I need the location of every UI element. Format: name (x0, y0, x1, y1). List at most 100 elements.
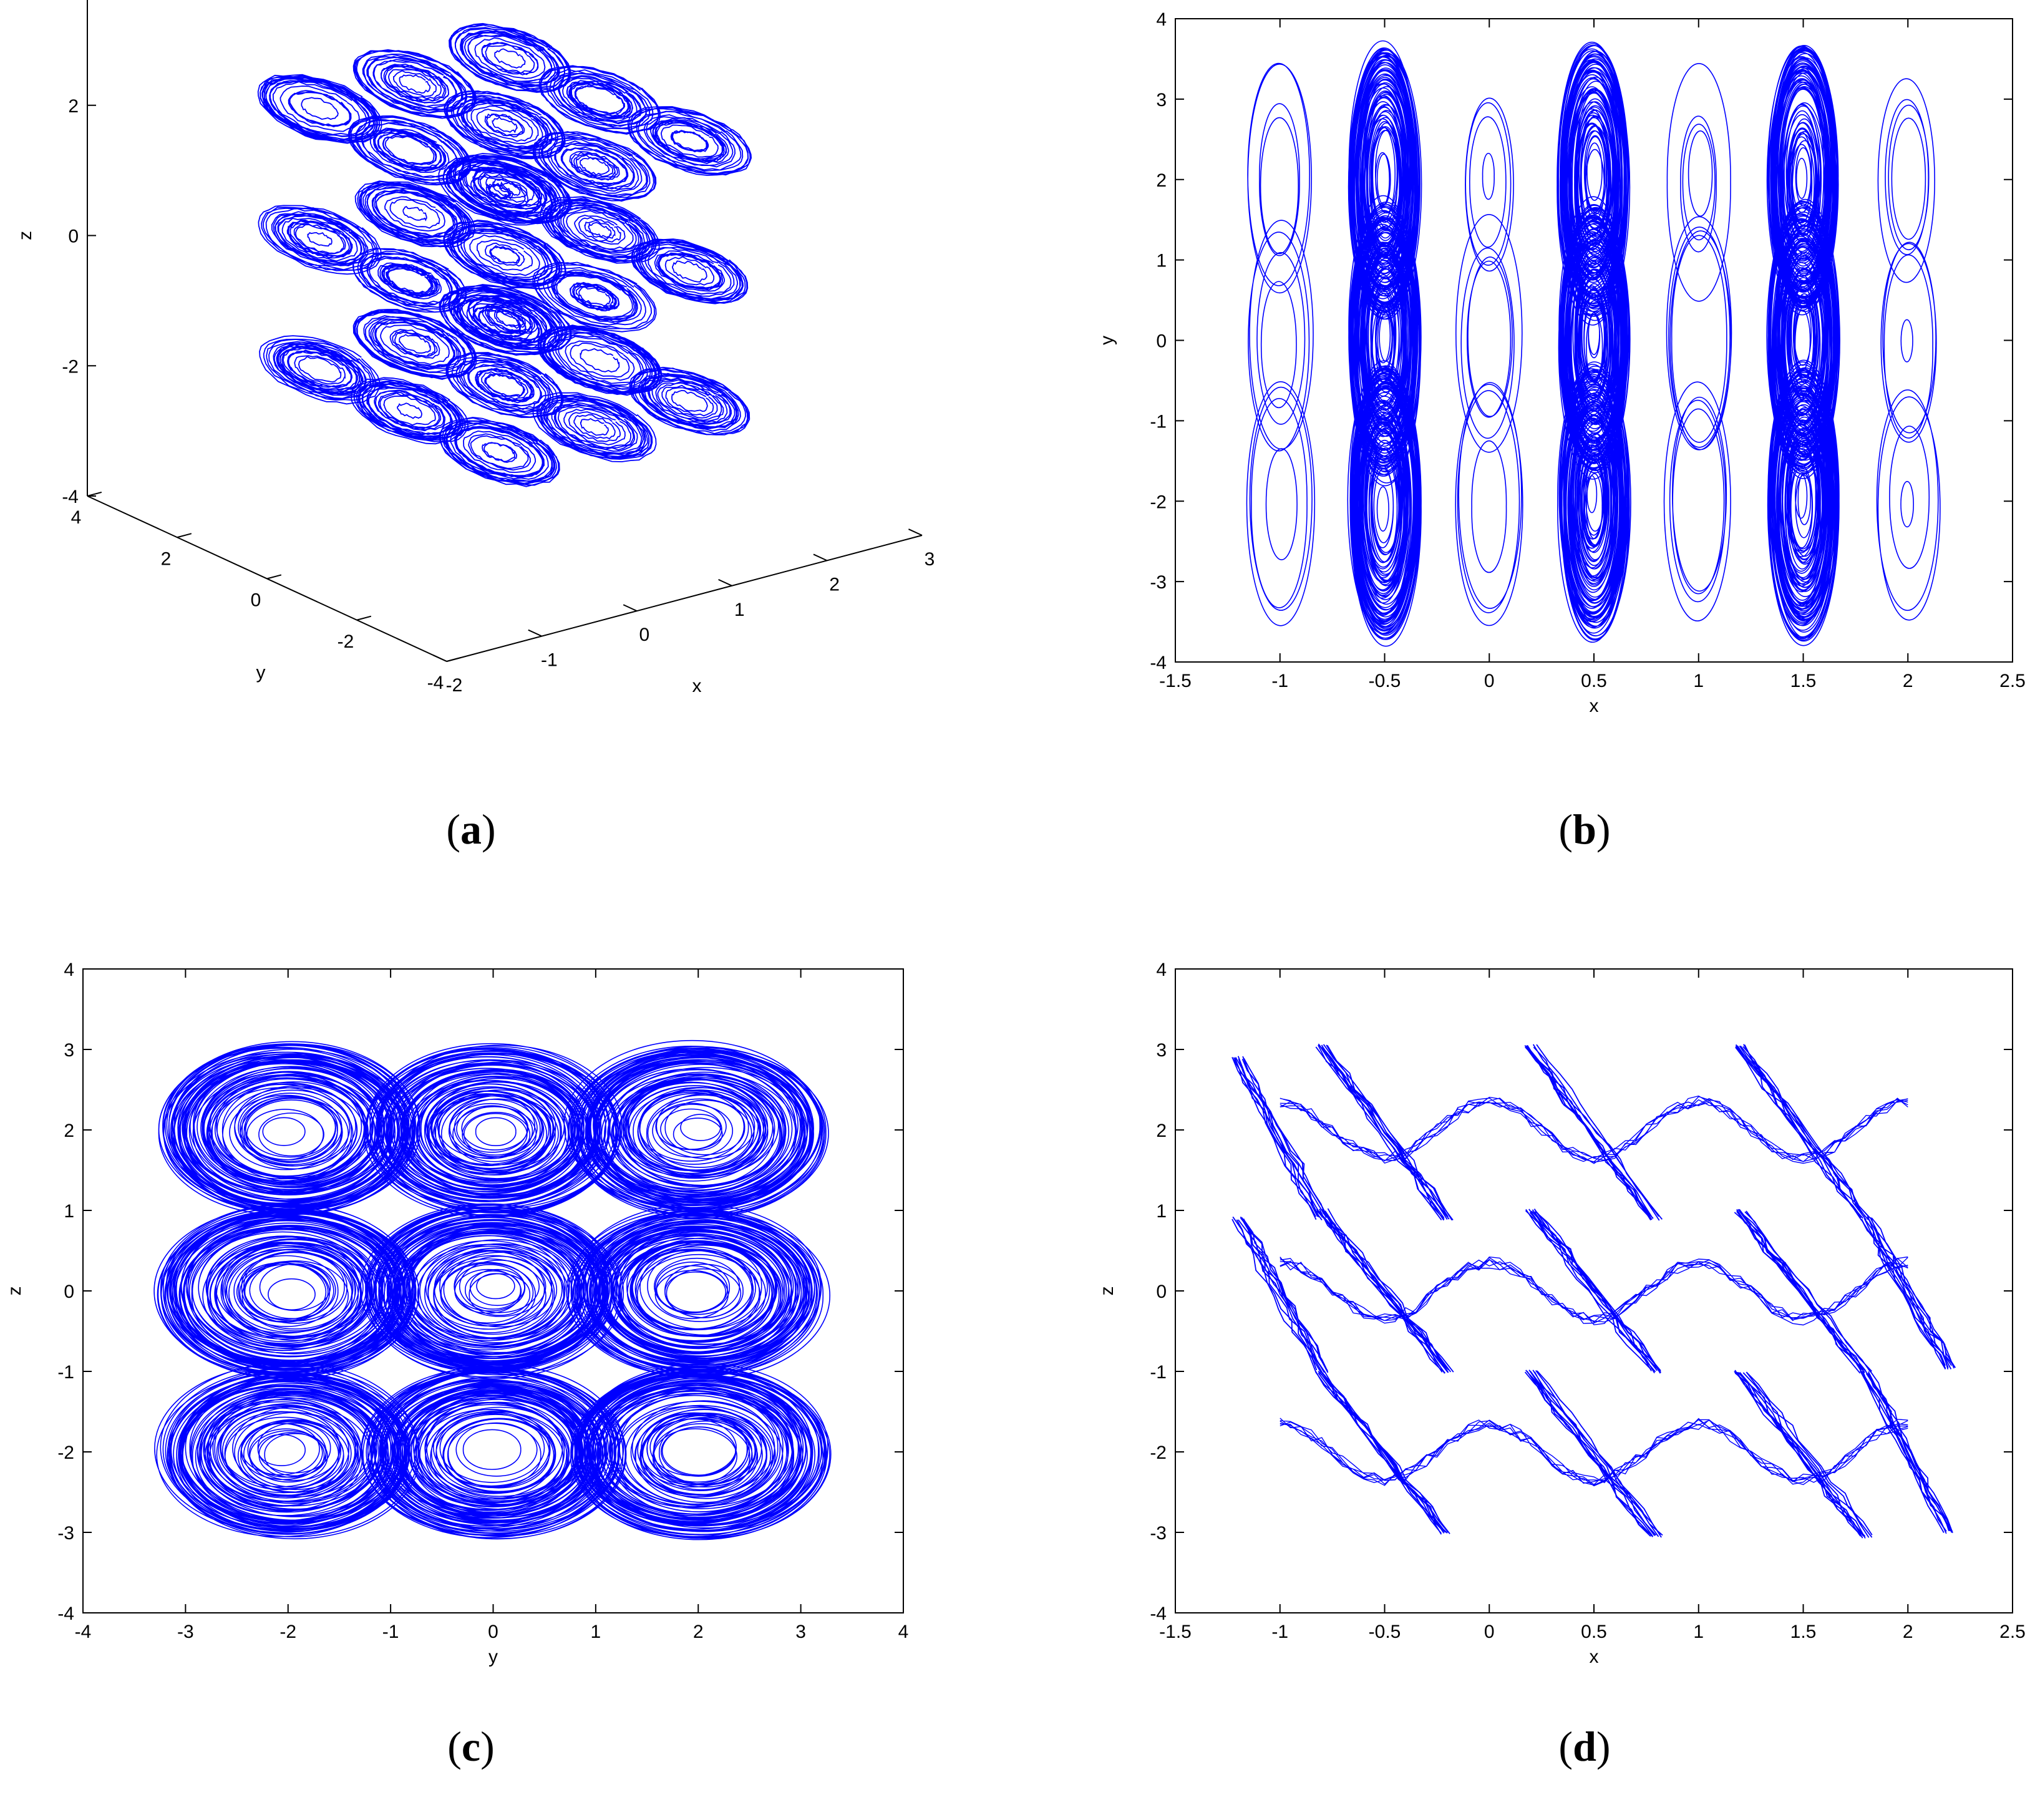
x-tick-label: -3 (177, 1622, 194, 1642)
y-tick-label: -3 (1150, 572, 1167, 593)
y-tick-label: 1 (64, 1201, 74, 1222)
scroll-attractor (627, 106, 752, 176)
x-tick-label: 1.5 (1790, 671, 1817, 691)
y-tick-label: 1 (1156, 251, 1167, 271)
sparse-scroll (1455, 382, 1523, 626)
x-tick-label: -1 (1271, 671, 1288, 691)
x-tick-label: 0.5 (1581, 671, 1607, 691)
x-tick-label: 0 (488, 1622, 498, 1642)
x-tick-label: -4 (75, 1622, 92, 1642)
sparse-scroll (1666, 216, 1732, 450)
y-tick-mark (446, 656, 462, 662)
scroll-attractor (537, 324, 663, 396)
y-tick-label: 0 (1156, 331, 1167, 352)
x-tick-label: -1 (541, 650, 558, 671)
attractor-band (1525, 1208, 1662, 1374)
y-tick-label: 0 (64, 1282, 74, 1302)
y-tick-label: 4 (71, 507, 82, 528)
y-tick-label: 2 (1156, 170, 1167, 191)
scroll-attractor (570, 1363, 832, 1540)
x-axis-label: y (488, 1647, 498, 1667)
y-tick-label: -2 (338, 631, 354, 652)
x-tick-label: 2 (829, 574, 840, 595)
y-tick-label: 0 (251, 590, 261, 611)
x-axis-label: x (1590, 1647, 1599, 1667)
x-tick-label: 4 (898, 1622, 909, 1642)
y-tick-label: -2 (1150, 1443, 1167, 1463)
attractor-band (1231, 1216, 1329, 1373)
connector-trace (1280, 1418, 1908, 1487)
y-tick-label: 4 (64, 960, 74, 980)
y-tick-label: -3 (57, 1523, 74, 1544)
scroll-attractor (257, 74, 382, 144)
y-tick-label: -4 (1150, 1603, 1167, 1624)
x-tick-label: 2 (1903, 1622, 1913, 1642)
sparse-scroll (1880, 241, 1937, 443)
y-axis-label: z (1097, 1287, 1117, 1296)
y-tick-label: 4 (1156, 9, 1167, 30)
sparse-scroll (1247, 62, 1312, 294)
dense-scroll (1347, 360, 1422, 647)
attractor-band (1734, 1370, 1873, 1539)
caption-d: (d) (1558, 1723, 1611, 1770)
scroll-attractor (532, 392, 657, 462)
y-tick-mark (356, 615, 372, 621)
x-tick-label: 0 (1484, 671, 1495, 691)
y-axis-label: z (4, 1287, 25, 1296)
x-tick-label: 2 (693, 1622, 704, 1642)
z-axis-label: z (15, 231, 36, 240)
y-tick-label: -2 (1150, 492, 1167, 512)
dense-scroll (1348, 195, 1422, 487)
y-tick-label: -3 (1150, 1523, 1167, 1544)
z-tick-label: 2 (68, 96, 79, 117)
connector-trace (1280, 1256, 1908, 1326)
y-tick-label: -4 (427, 673, 444, 693)
scroll-attractor (439, 417, 560, 487)
scroll-attractor (361, 1364, 627, 1540)
x-tick-mark (432, 655, 447, 662)
x-tick-label: 1 (591, 1622, 601, 1642)
scroll-attractor (631, 238, 749, 304)
x-tick-label: -1.5 (1159, 1622, 1192, 1642)
attractor-band (1316, 1208, 1454, 1374)
caption-b-letter: b (1573, 805, 1596, 853)
scroll-attractor (258, 205, 382, 275)
x-tick-label: -0.5 (1369, 1622, 1401, 1642)
y-tick-label: 3 (1156, 1040, 1167, 1061)
scroll-attractor (158, 1041, 420, 1216)
panel-b: -1.5 -1 -0.5 0 0.5 1 1.5 2 2.5 -4 -3 -2 -1 0 1 2 3 4 x y (1097, 9, 2026, 716)
y-tick-label: 3 (1156, 90, 1167, 110)
connector-trace (1280, 1095, 1908, 1164)
scroll-attractor (532, 261, 657, 333)
y-tick-label: -1 (1150, 1362, 1167, 1383)
scroll-attractor (351, 377, 469, 445)
scroll-attractor (439, 287, 560, 356)
z-tick-label: 0 (68, 226, 79, 247)
panel-c: -4 -3 -2 -1 0 1 2 3 4 -4 -3 -2 -1 0 1 2 3 4 y z (4, 960, 908, 1667)
x-tick-label: 3 (925, 549, 935, 570)
attractor-band (1734, 1209, 1872, 1374)
scroll-attractor (629, 366, 750, 436)
y-tick-label: -1 (57, 1362, 74, 1383)
x-tick-label: 2.5 (1999, 671, 2026, 691)
x-tick-label: 1 (1693, 1622, 1704, 1642)
trace-group (153, 1039, 832, 1540)
trace-group (257, 22, 752, 487)
z-tick-label: -2 (62, 356, 79, 377)
scroll-attractor (352, 49, 477, 119)
attractor-band (1859, 1369, 1953, 1534)
x-tick-label: -1 (1271, 1622, 1288, 1642)
x-axis-label: x (1590, 696, 1599, 716)
scroll-attractor (449, 22, 571, 93)
scroll-attractor (563, 1039, 829, 1219)
scroll-attractor (153, 1204, 420, 1380)
sparse-scroll (1455, 214, 1523, 453)
attractor-band (1861, 1216, 1956, 1370)
dense-scroll (1766, 45, 1839, 315)
x-tick-label: 0 (1484, 1622, 1495, 1642)
x-axis-line (446, 535, 923, 662)
y-tick-mark (177, 533, 192, 538)
caption-b: (b) (1558, 805, 1611, 853)
